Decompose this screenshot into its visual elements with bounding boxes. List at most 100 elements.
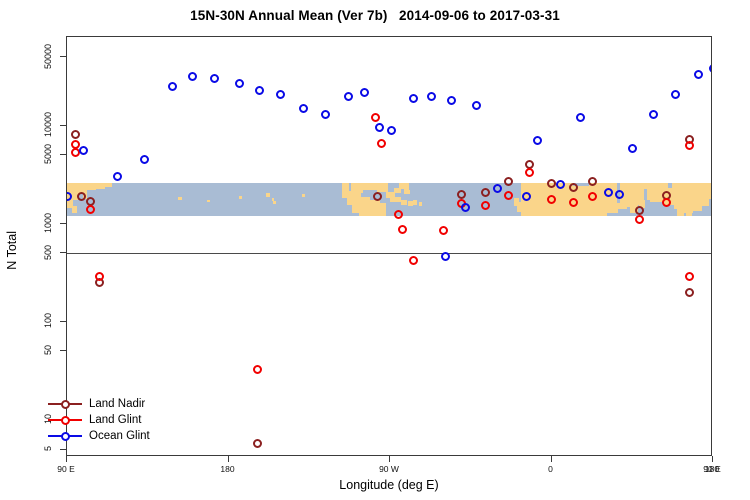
legend-item-label: Ocean Glint [89, 430, 150, 442]
map-land-shape [86, 183, 96, 191]
data-point [685, 287, 695, 297]
data-point [94, 272, 104, 282]
data-point [568, 197, 578, 207]
data-point [588, 191, 598, 201]
data-point [71, 140, 81, 150]
data-point [67, 191, 72, 201]
y-axis-tick [60, 124, 66, 126]
map-land-shape [239, 195, 243, 199]
data-point [547, 195, 556, 205]
data-point [387, 126, 397, 136]
data-point [532, 136, 542, 146]
data-point [480, 200, 490, 210]
map-land-shape [650, 183, 663, 203]
map-land-shape [363, 183, 378, 191]
legend-item-label: Land Glint [89, 414, 142, 426]
data-point [634, 215, 644, 225]
map-land-shape [377, 183, 389, 192]
x-axis-tick-label: 90 E [703, 464, 721, 474]
map-land-shape [368, 200, 381, 216]
data-point [76, 191, 86, 201]
data-point [209, 74, 219, 84]
y-axis-tick [60, 154, 66, 156]
reference-line [67, 253, 711, 255]
data-point [252, 364, 262, 374]
data-point [344, 91, 354, 101]
y-axis-tick-label: 50000 [43, 43, 53, 69]
data-point [78, 145, 88, 155]
legend-item-land_nadir: Land Nadir [48, 396, 150, 412]
y-axis-tick [60, 252, 66, 254]
x-axis-tick-label: 180 [220, 464, 235, 474]
data-point [71, 130, 81, 140]
map-land-shape [77, 183, 87, 195]
data-point [503, 190, 513, 200]
data-point [252, 438, 262, 448]
map-land-shape [346, 190, 353, 206]
map-land-shape [413, 200, 418, 206]
data-point [685, 141, 695, 151]
x-axis-tick-label: 180 [704, 464, 720, 474]
y-axis-tick-label: 100 [43, 313, 53, 329]
data-point [649, 109, 659, 119]
map-land-shape [517, 202, 526, 213]
data-point [575, 113, 585, 123]
map-land-shape [302, 194, 305, 198]
data-point [670, 89, 680, 99]
data-point [408, 93, 418, 103]
data-point [685, 272, 695, 282]
legend-marker-icon [48, 430, 82, 442]
map-land-shape [375, 203, 386, 216]
data-point [604, 187, 614, 197]
map-land-shape [386, 191, 396, 198]
legend-item-land_glint: Land Glint [48, 412, 150, 428]
data-point [694, 70, 704, 80]
legend-marker-icon [48, 398, 82, 410]
map-land-shape [266, 192, 271, 197]
map-land-shape [67, 197, 74, 208]
map-land-shape [592, 183, 608, 216]
map-land-shape [686, 206, 693, 216]
data-point [168, 82, 178, 92]
data-point [234, 78, 244, 88]
map-land-shape [398, 183, 407, 189]
map-land-shape [273, 201, 276, 204]
x-axis-title: Longitude (deg E) [339, 478, 439, 492]
map-land-shape [693, 183, 703, 212]
map-land-shape [513, 197, 520, 207]
y-axis-tick [60, 350, 66, 352]
map-land-shape [677, 202, 685, 216]
data-point [480, 187, 490, 197]
data-point [372, 191, 382, 201]
y-axis-tick [60, 448, 66, 450]
map-land-shape [639, 198, 645, 209]
data-point [394, 209, 404, 219]
x-axis-tick [389, 456, 390, 462]
map-land-shape [72, 206, 77, 214]
data-point [471, 101, 481, 111]
map-land-shape [623, 183, 633, 207]
data-point [446, 96, 456, 106]
map-land-shape [390, 196, 401, 203]
map-land-shape [104, 183, 112, 187]
data-point [276, 89, 286, 99]
legend-marker-icon [48, 414, 82, 426]
data-point [299, 103, 309, 113]
map-land-shape [418, 202, 423, 207]
y-axis-tick-label: 50 [43, 345, 53, 356]
y-axis-tick-label: 5000 [43, 144, 53, 165]
map-land-shape [95, 183, 105, 189]
data-point [634, 206, 644, 216]
data-point [460, 203, 470, 213]
map-land-shape [404, 183, 409, 193]
data-point [493, 183, 503, 193]
data-point [408, 256, 418, 266]
x-axis-tick [712, 456, 713, 462]
data-point [320, 109, 330, 119]
data-point [376, 139, 386, 149]
data-point [547, 178, 556, 188]
map-land-shape [705, 183, 711, 199]
data-point [503, 176, 513, 186]
data-point [439, 226, 449, 236]
